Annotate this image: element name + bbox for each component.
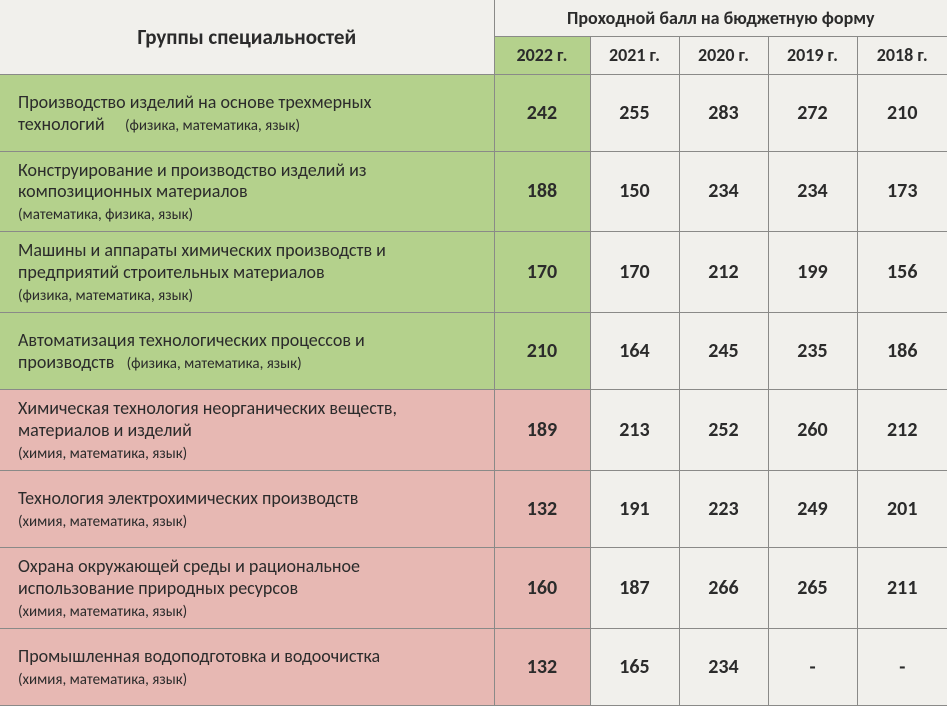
score-2021: 150 [590, 151, 679, 232]
score-2019: - [768, 628, 857, 705]
score-2022: 242 [494, 74, 590, 151]
spec-subjects: (физика, математика, язык) [18, 287, 193, 305]
score-2021: 191 [590, 471, 679, 548]
score-2019: 235 [768, 313, 857, 390]
row-name: Технология электрохимических производств… [0, 471, 494, 548]
score-2018: 186 [857, 313, 947, 390]
score-2020: 234 [679, 151, 768, 232]
spec-subjects: (химия, математика, язык) [18, 445, 187, 463]
score-2018: 156 [857, 232, 947, 313]
score-2021: 213 [590, 390, 679, 471]
table-row: Машины и аппараты химических производств… [0, 232, 947, 313]
score-2019: 234 [768, 151, 857, 232]
spec-name: Технология электрохимических производств [18, 487, 358, 509]
table-row: Конструирование и производство изделий и… [0, 151, 947, 232]
score-2019: 199 [768, 232, 857, 313]
spec-subjects: (физика, математика, язык) [125, 117, 300, 135]
spec-subjects: (физика, математика, язык) [127, 355, 302, 373]
score-2018: 201 [857, 471, 947, 548]
header-year-2018: 2018 г. [857, 36, 947, 74]
score-2021: 187 [590, 548, 679, 629]
score-2022: 189 [494, 390, 590, 471]
score-2018: 173 [857, 151, 947, 232]
score-2021: 255 [590, 74, 679, 151]
table-row: Охрана окружающей среды и рациональное и… [0, 548, 947, 629]
spec-name: Конструирование и производство изделий и… [18, 159, 366, 203]
score-2021: 164 [590, 313, 679, 390]
header-year-2019: 2019 г. [768, 36, 857, 74]
spec-name: Химическая технология неорганических вещ… [18, 397, 397, 441]
table-row: Технология электрохимических производств… [0, 471, 947, 548]
spec-name: Охрана окружающей среды и рациональное и… [18, 555, 360, 599]
table-row: Производство изделий на основе трехмерны… [0, 74, 947, 151]
score-2022: 170 [494, 232, 590, 313]
score-2022: 188 [494, 151, 590, 232]
score-2022: 132 [494, 628, 590, 705]
score-2021: 165 [590, 628, 679, 705]
table-row: Химическая технология неорганических вещ… [0, 390, 947, 471]
header-groups: Группы специальностей [0, 0, 494, 74]
header-year-2020: 2020 г. [679, 36, 768, 74]
spec-name: Машины и аппараты химических производств… [18, 239, 386, 283]
score-2018: 211 [857, 548, 947, 629]
score-2022: 210 [494, 313, 590, 390]
scores-table: Группы специальностей Проходной балл на … [0, 0, 947, 706]
row-name: Охрана окружающей среды и рациональное и… [0, 548, 494, 629]
spec-subjects: (химия, математика, язык) [18, 671, 187, 689]
table-body: Производство изделий на основе трехмерны… [0, 74, 947, 705]
score-2022: 132 [494, 471, 590, 548]
score-2020: 245 [679, 313, 768, 390]
score-2020: 252 [679, 390, 768, 471]
header-score-title: Проходной балл на бюджетную форму [494, 0, 947, 36]
row-name: Химическая технология неорганических вещ… [0, 390, 494, 471]
score-2020: 283 [679, 74, 768, 151]
table-row: Автоматизация технологических процессов … [0, 313, 947, 390]
header-year-2022: 2022 г. [494, 36, 590, 74]
score-2022: 160 [494, 548, 590, 629]
row-name: Автоматизация технологических процессов … [0, 313, 494, 390]
spec-subjects: (химия, математика, язык) [18, 513, 187, 531]
row-name: Промышленная водоподготовка и водоочистк… [0, 628, 494, 705]
header-year-2021: 2021 г. [590, 36, 679, 74]
table-row: Промышленная водоподготовка и водоочистк… [0, 628, 947, 705]
spec-subjects: (математика, физика, язык) [18, 206, 193, 224]
score-2019: 272 [768, 74, 857, 151]
score-2019: 249 [768, 471, 857, 548]
row-name: Производство изделий на основе трехмерны… [0, 74, 494, 151]
score-2019: 260 [768, 390, 857, 471]
spec-subjects: (химия, математика, язык) [18, 603, 187, 621]
score-2018: 212 [857, 390, 947, 471]
score-2018: 210 [857, 74, 947, 151]
row-name: Машины и аппараты химических производств… [0, 232, 494, 313]
score-2019: 265 [768, 548, 857, 629]
score-2020: 212 [679, 232, 768, 313]
score-2020: 234 [679, 628, 768, 705]
score-2020: 266 [679, 548, 768, 629]
spec-name: Промышленная водоподготовка и водоочистк… [18, 645, 380, 667]
score-2021: 170 [590, 232, 679, 313]
score-2020: 223 [679, 471, 768, 548]
score-2018: - [857, 628, 947, 705]
row-name: Конструирование и производство изделий и… [0, 151, 494, 232]
